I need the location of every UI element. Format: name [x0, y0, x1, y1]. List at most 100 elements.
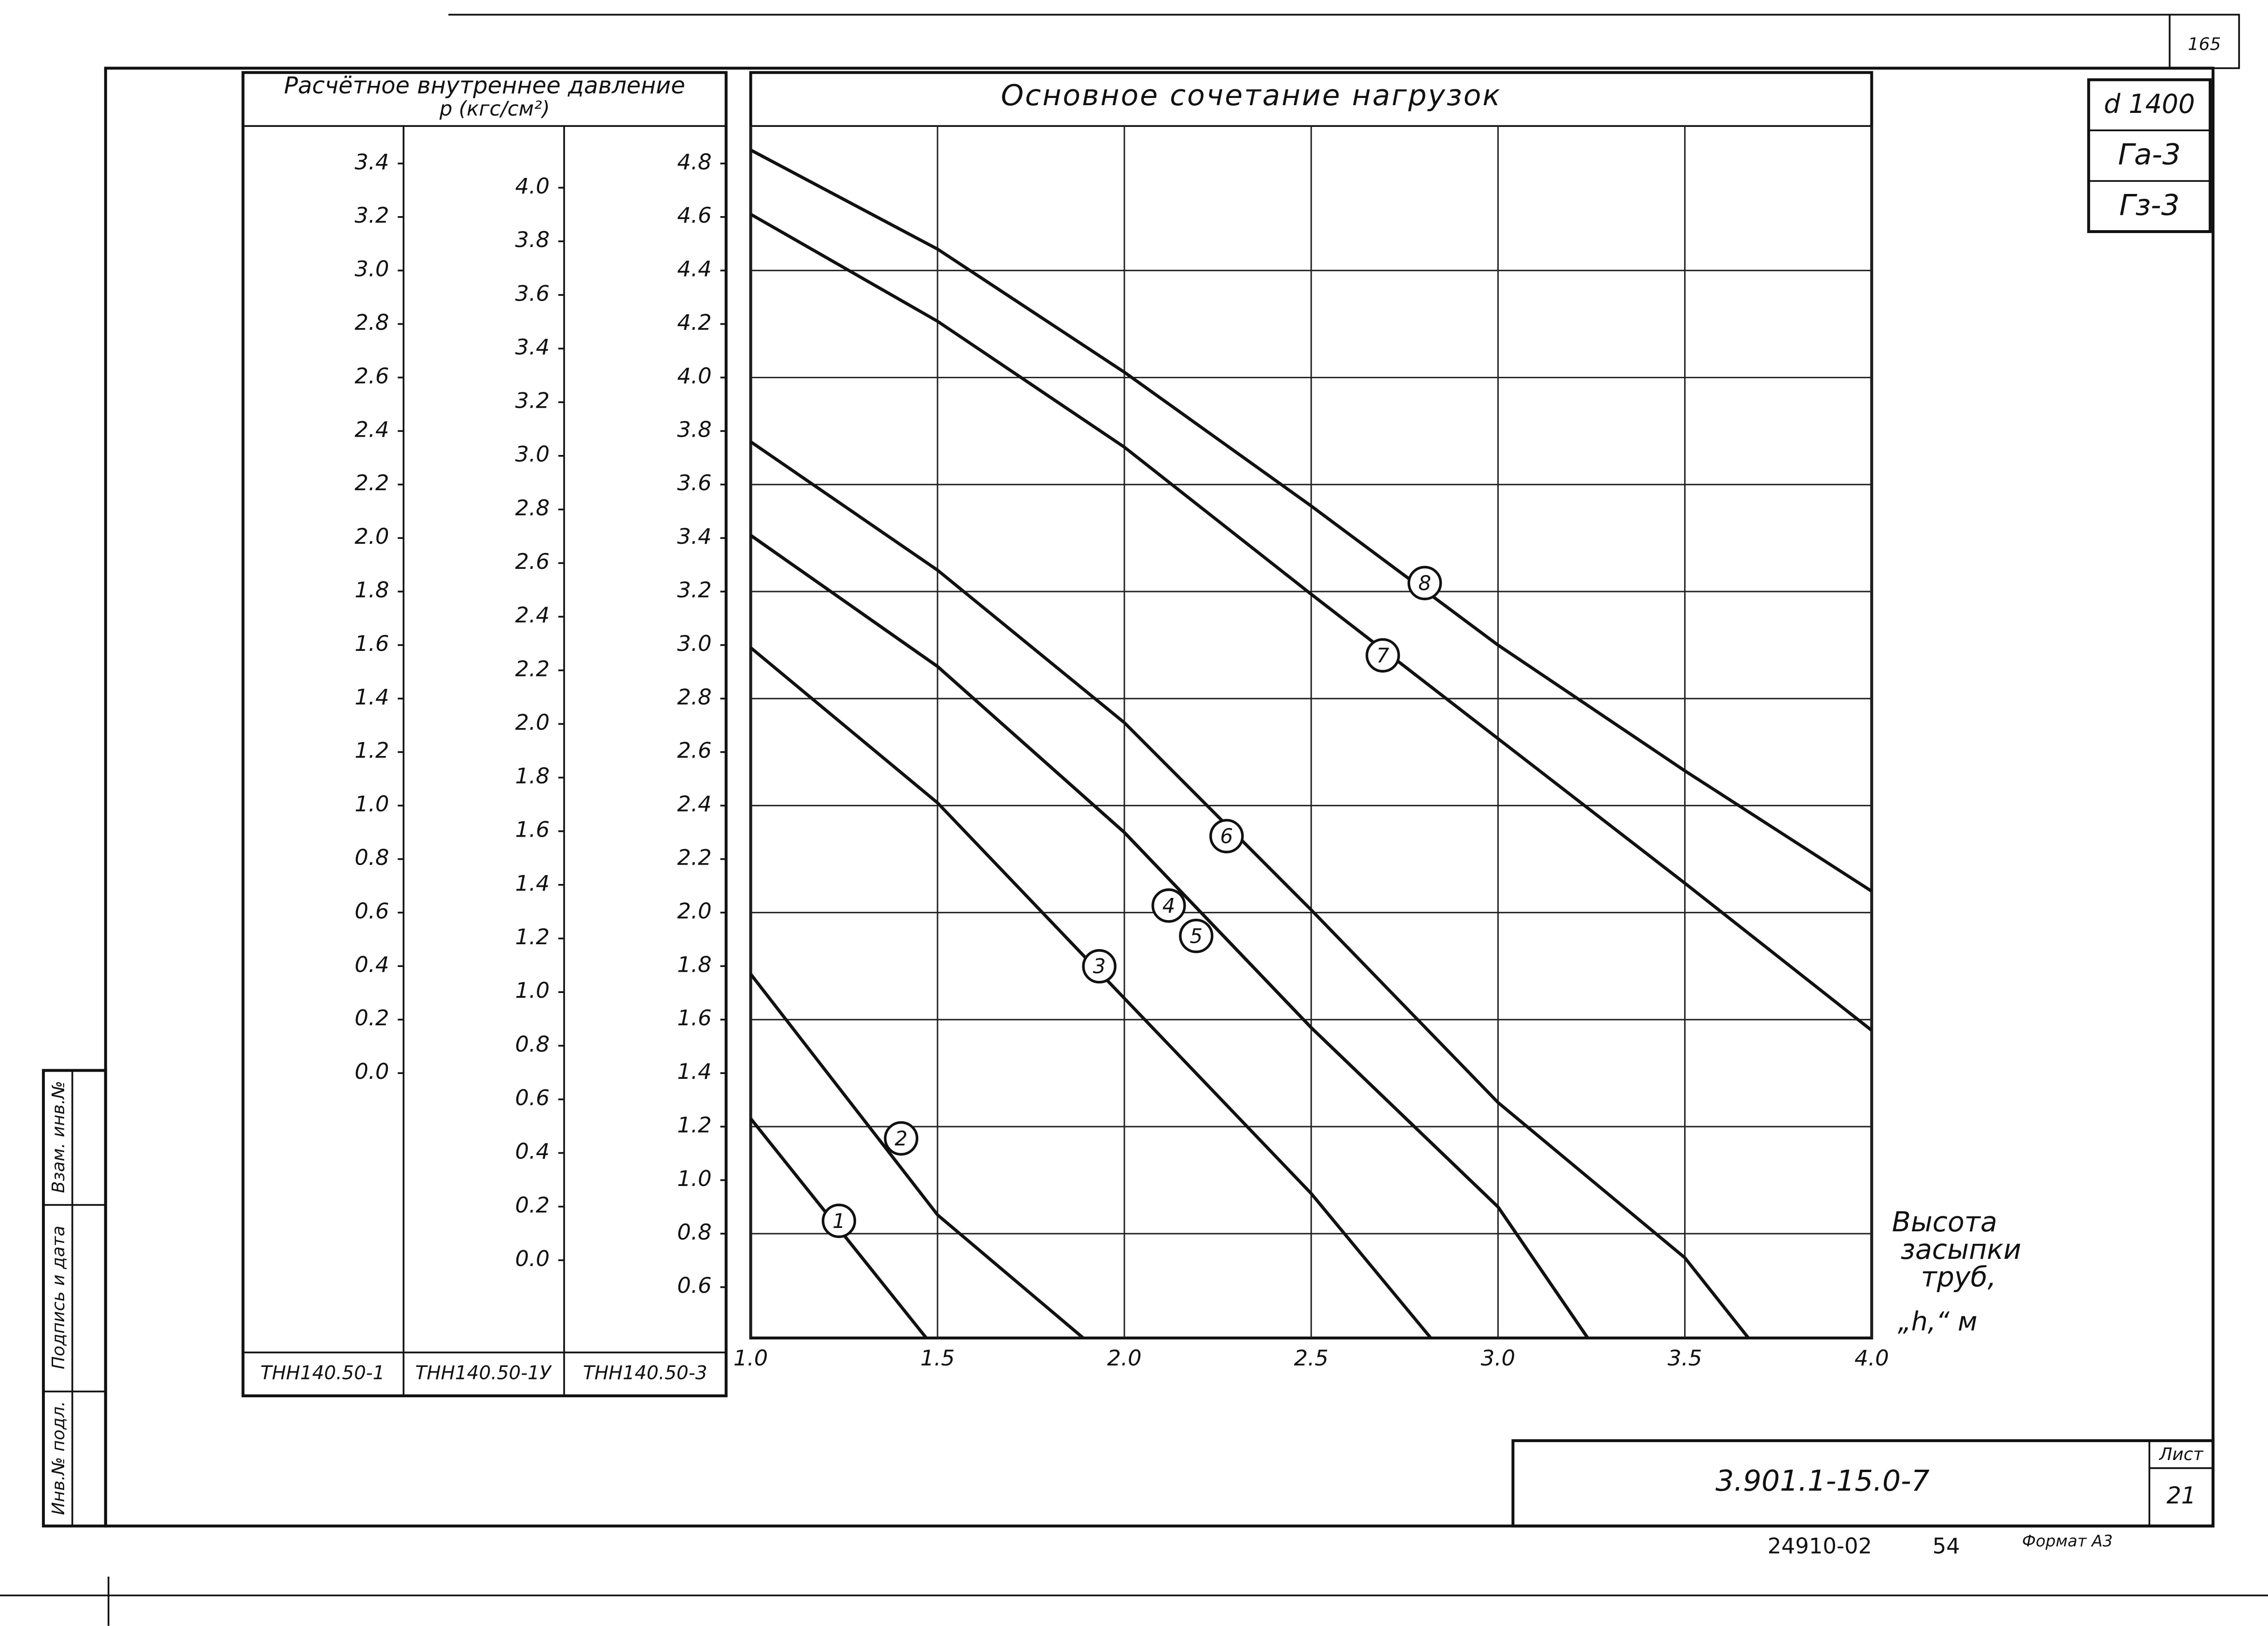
- y-tick-label: 1.2: [355, 738, 389, 763]
- y-tick-label: 3.2: [677, 577, 712, 603]
- y-tick-label: 4.0: [515, 173, 550, 199]
- y-tick-label: 0.8: [677, 1219, 712, 1245]
- order-part: 54: [1933, 1533, 1960, 1559]
- mark: Гз-3: [2119, 189, 2180, 222]
- y-tick-label: 2.8: [677, 684, 712, 710]
- y-tick-label: 2.6: [515, 549, 550, 574]
- y-tick-label: 3.6: [677, 470, 712, 496]
- x-axis-title: „h,“ м: [1898, 1307, 1978, 1337]
- y-tick-label: 2.4: [355, 416, 389, 442]
- y-tick-label: 0.4: [515, 1139, 550, 1164]
- curve-label-circle: [821, 1203, 857, 1238]
- y-tick-label: 3.2: [355, 203, 389, 228]
- y-tick-label: 4.2: [677, 310, 712, 335]
- y-tick-label: 0.2: [355, 1005, 389, 1031]
- y-tick-label: 0.0: [355, 1059, 389, 1084]
- curve-label-circle: [1209, 819, 1244, 854]
- page-number: 165: [2188, 34, 2221, 54]
- curve-label: 5: [1190, 924, 1203, 948]
- sheet-number: 21: [2167, 1482, 2196, 1509]
- scale-name: ТНН140.50-3: [583, 1363, 707, 1384]
- marks-box: [2087, 78, 2212, 234]
- chart-title: Основное сочетание нагрузок: [1001, 79, 1501, 112]
- y-tick-label: 1.6: [515, 817, 550, 842]
- curve-label: 2: [895, 1127, 908, 1150]
- order-number: 24910-02: [1768, 1533, 1872, 1559]
- y-tick-label: 1.2: [515, 924, 550, 950]
- y-tick-label: 2.8: [515, 495, 550, 521]
- scale-name: ТНН140.50-1У: [415, 1363, 553, 1384]
- y-tick-label: 1.6: [677, 1005, 712, 1031]
- x-axis-title: труб,: [1921, 1261, 1996, 1293]
- y-tick-label: 0.6: [677, 1273, 712, 1298]
- side-field: Подпись и дата: [49, 1226, 69, 1369]
- y-tick-label: 3.8: [515, 227, 550, 252]
- y-tick-label: 2.4: [515, 602, 550, 628]
- y-axis-unit: p (кгс/см²): [439, 97, 550, 121]
- frame: [104, 67, 2215, 1528]
- y-tick-label: 3.0: [515, 441, 550, 467]
- y-tick-label: 3.4: [677, 524, 712, 549]
- y-tick-label: 2.2: [515, 656, 550, 681]
- y-tick-label: 0.6: [515, 1085, 550, 1110]
- curve-label: 1: [832, 1209, 845, 1233]
- y-tick-label: 0.8: [355, 845, 389, 870]
- y-tick-label: 3.6: [515, 280, 550, 306]
- x-tick-label: 4.0: [1854, 1345, 1889, 1371]
- curve-label-circle: [884, 1121, 919, 1156]
- curve-label-circle: [1407, 565, 1442, 601]
- y-tick-label: 1.0: [355, 791, 389, 817]
- x-axis-title: Высота: [1892, 1206, 1997, 1238]
- y-tick-label: 1.8: [677, 951, 712, 977]
- curve-label-circle: [1082, 949, 1117, 984]
- y-tick-label: 1.4: [515, 870, 550, 896]
- y-tick-label: 3.4: [515, 334, 550, 359]
- scale-name: ТНН140.50-1: [261, 1363, 385, 1384]
- y-tick-label: 1.2: [677, 1112, 712, 1138]
- x-tick-label: 1.5: [920, 1345, 955, 1371]
- y-tick-label: 0.6: [355, 898, 389, 923]
- y-tick-label: 1.8: [515, 763, 550, 789]
- y-tick-label: 1.4: [355, 684, 389, 710]
- y-tick-label: 2.6: [677, 738, 712, 763]
- y-tick-label: 1.0: [515, 978, 550, 1003]
- y-tick-label: 2.0: [355, 524, 389, 549]
- y-tick-label: 2.4: [677, 791, 712, 817]
- y-tick-label: 1.8: [355, 577, 389, 603]
- y-tick-label: 4.8: [677, 149, 712, 175]
- sheet-label: Лист: [2158, 1445, 2204, 1464]
- curve: [749, 440, 1750, 1339]
- curve-label: 6: [1220, 824, 1233, 848]
- scale-table: [241, 71, 728, 1397]
- x-tick-label: 3.5: [1668, 1345, 1702, 1371]
- x-tick-label: 3.0: [1481, 1345, 1516, 1371]
- y-tick-label: 2.2: [677, 845, 712, 870]
- y-tick-label: 1.6: [355, 631, 389, 656]
- y-axis-title: Расчётное внутреннее давление: [284, 72, 685, 99]
- side-field: Инв.№ подл.: [49, 1401, 69, 1516]
- y-tick-label: 3.0: [355, 256, 389, 282]
- y-tick-label: 3.0: [677, 631, 712, 656]
- curve-label: 3: [1093, 954, 1106, 978]
- y-tick-label: 4.6: [677, 203, 712, 228]
- page-number-box: [2169, 14, 2240, 69]
- curve: [750, 213, 1873, 1032]
- y-tick-label: 0.2: [515, 1192, 550, 1218]
- curve: [749, 646, 1432, 1339]
- curve-label-circle: [1365, 638, 1400, 673]
- y-tick-label: 0.4: [355, 951, 389, 977]
- side-strip: [41, 1069, 107, 1528]
- x-axis-title: засыпки: [1901, 1234, 2021, 1266]
- y-tick-label: 2.6: [355, 363, 389, 388]
- curve-label-circle: [1151, 888, 1186, 923]
- y-tick-label: 0.8: [515, 1031, 550, 1057]
- curve: [749, 973, 1084, 1339]
- y-tick-label: 3.2: [515, 388, 550, 413]
- stamp: [1511, 1439, 2215, 1528]
- y-tick-label: 1.0: [677, 1166, 712, 1191]
- document-code: 3.901.1-15.0-7: [1715, 1464, 1930, 1498]
- curve-label: 4: [1162, 894, 1175, 917]
- x-tick-label: 1.0: [733, 1345, 768, 1371]
